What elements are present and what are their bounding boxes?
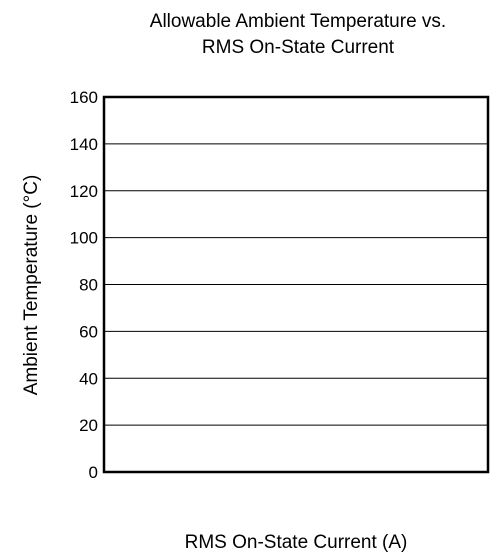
- chart-title: Allowable Ambient Temperature vs. RMS On…: [150, 11, 446, 58]
- y-tick-label-160: 160: [70, 88, 98, 107]
- title-line-2: RMS On-State Current: [202, 37, 395, 58]
- y-tick-label-120: 120: [70, 182, 98, 201]
- y-tick-label-40: 40: [79, 369, 98, 388]
- y-tick-label-60: 60: [79, 322, 98, 341]
- grid-lines: [104, 143, 488, 426]
- y-tick-label-80: 80: [79, 276, 98, 295]
- y-axis-label: Ambient Temperature (°C): [21, 175, 42, 396]
- y-tick-labels: 0 20 40 60 80 100 120 140 160: [70, 88, 98, 482]
- y-tick-label-20: 20: [79, 416, 98, 435]
- plot-frame: [102, 95, 490, 474]
- x-axis-label: RMS On-State Current (A): [185, 532, 408, 553]
- y-tick-label-140: 140: [70, 135, 98, 154]
- y-tick-label-100: 100: [70, 229, 98, 248]
- title-line-1: Allowable Ambient Temperature vs.: [150, 11, 446, 32]
- y-tick-label-0: 0: [89, 463, 98, 482]
